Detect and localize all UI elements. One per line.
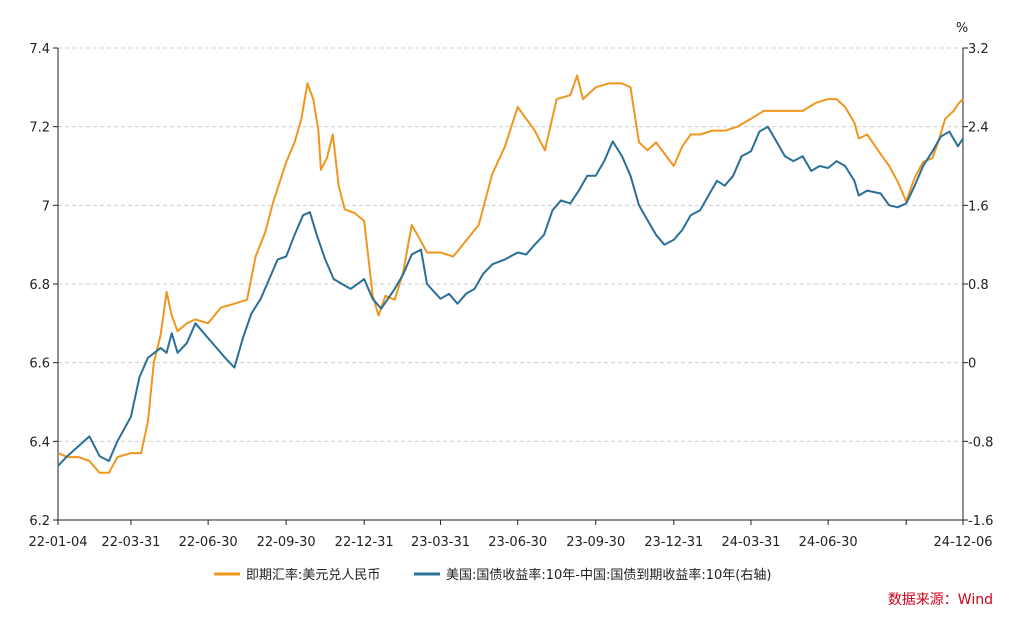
x-tick-label: 23-09-30 [566, 535, 625, 550]
legend: 即期汇率:美元兑人民币 美国:国债收益率:10年-中国:国债到期收益率:10年(… [214, 567, 771, 583]
x-tick-label: 22-06-30 [179, 535, 238, 550]
right-tick-label: 2.4 [968, 121, 989, 136]
x-axis-ticks: 22-01-04 22-03-31 22-06-30 22-09-30 22-12-31… [28, 520, 993, 550]
left-tick-label: 6.6 [29, 357, 50, 372]
grid-lines [58, 47, 963, 442]
x-tick-label: 24-12-06 [933, 535, 992, 550]
left-tick-label: 7 [42, 199, 50, 214]
x-tick-label: 22-01-04 [28, 535, 87, 550]
left-axis-ticks: 6.2 6.4 6.6 6.8 7 7.2 7.4 [29, 42, 58, 529]
right-tick-label: -1.6 [968, 514, 993, 529]
right-tick-label: 1.6 [968, 199, 989, 214]
x-tick-label: 24-06-30 [799, 535, 858, 550]
x-tick-label: 22-09-30 [257, 535, 316, 550]
legend-label-spread: 美国:国债收益率:10年-中国:国债到期收益率:10年(右轴) [446, 567, 771, 583]
right-tick-label: 0.8 [968, 278, 989, 293]
legend-label-usdcny: 即期汇率:美元兑人民币 [246, 567, 380, 583]
x-tick-label: 23-03-31 [411, 535, 470, 550]
right-axis-ticks: -1.6 -0.8 0 0.8 1.6 2.4 3.2 [963, 42, 993, 529]
series-lines [57, 74, 964, 474]
right-tick-label: 3.2 [968, 42, 989, 57]
left-tick-label: 6.2 [29, 514, 50, 529]
right-tick-label: 0 [968, 357, 976, 372]
series-line-spread [57, 125, 964, 467]
left-tick-label: 7.4 [29, 42, 50, 57]
right-axis-unit: % [956, 21, 968, 36]
left-tick-label: 6.4 [29, 435, 50, 450]
x-tick-label: 23-12-31 [644, 535, 703, 550]
left-tick-label: 7.2 [29, 121, 50, 136]
legend-item-spread: 美国:国债收益率:10年-中国:国债到期收益率:10年(右轴) [414, 567, 771, 583]
x-tick-label: 22-03-31 [101, 535, 160, 550]
legend-item-usdcny: 即期汇率:美元兑人民币 [214, 567, 380, 583]
x-tick-label: 24-03-31 [721, 535, 780, 550]
series-line-usdcny [57, 74, 964, 474]
x-tick-label: 22-12-31 [335, 535, 394, 550]
left-tick-label: 6.8 [29, 278, 50, 293]
x-tick-label: 23-06-30 [488, 535, 547, 550]
source-note: 数据来源：Wind [888, 592, 993, 608]
right-tick-label: -0.8 [968, 435, 993, 450]
